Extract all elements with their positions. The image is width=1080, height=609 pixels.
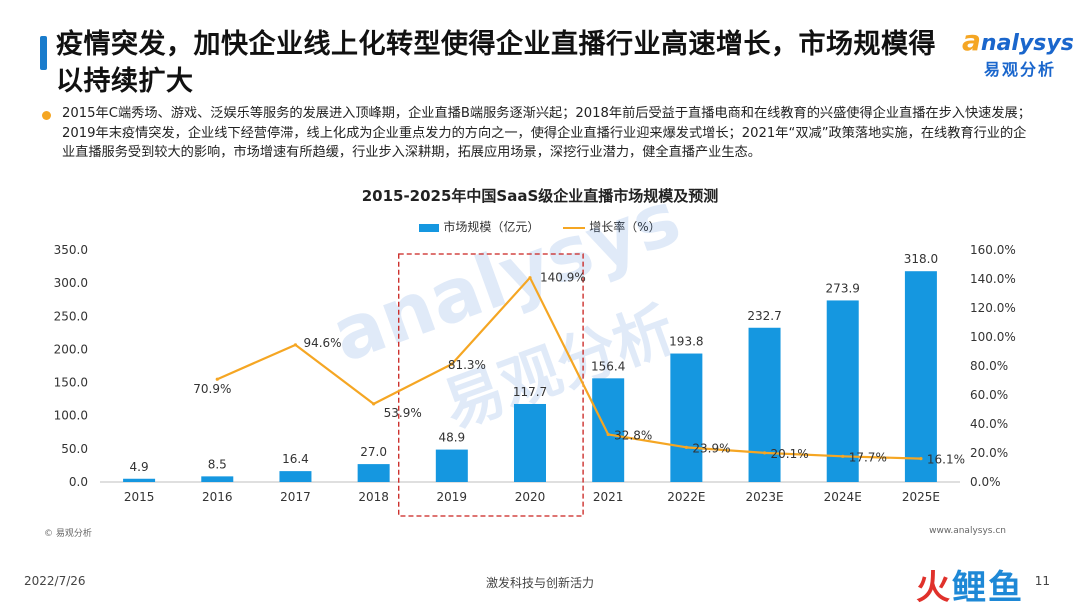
bar-market-size	[904, 271, 937, 482]
y-left-tick-label: 300.0	[54, 276, 88, 290]
y-left-tick-label: 50.0	[61, 442, 88, 456]
bar-value-label: 16.4	[282, 452, 309, 466]
analysys-logo: analysys 易观分析	[962, 24, 1074, 84]
growth-rate-point	[841, 454, 845, 458]
bar-market-size	[670, 353, 703, 482]
x-tick-label: 2017	[280, 490, 311, 504]
y-right-tick-label: 140.0%	[970, 272, 1016, 286]
growth-rate-point	[215, 377, 219, 381]
growth-rate-line	[216, 276, 921, 460]
logo-letter-a: a	[962, 24, 981, 57]
bar-value-label: 318.0	[904, 252, 938, 266]
legend-label-market-size: 市场规模（亿元）	[443, 220, 540, 234]
bar-value-label: 193.8	[669, 335, 703, 349]
logo-english: analysys	[962, 24, 1074, 57]
growth-rate-label: 94.6%	[303, 336, 341, 350]
growth-rate-label: 23.9%	[692, 441, 730, 455]
bar-market-size	[279, 471, 312, 482]
bullet-dot-icon	[42, 111, 51, 120]
y-right-tick-label: 40.0%	[970, 417, 1008, 431]
legend-item-market-size: 市场规模（亿元）	[419, 218, 539, 235]
growth-rate-point	[919, 457, 923, 461]
y-left-tick-label: 100.0	[54, 409, 88, 423]
growth-rate-label: 16.1%	[927, 453, 965, 467]
bar-value-label: 232.7	[747, 309, 781, 323]
brand-char-3: 鱼	[988, 568, 1024, 608]
legend-line-swatch	[563, 226, 586, 229]
x-tick-label: 2024E	[824, 490, 862, 504]
x-tick-label: 2021	[593, 490, 624, 504]
growth-rate-label: 17.7%	[849, 450, 887, 464]
x-tick-label: 2022E	[667, 490, 705, 504]
bar-market-size	[826, 300, 859, 482]
growth-rate-label: 20.1%	[771, 447, 809, 461]
growth-rate-point	[528, 276, 532, 280]
growth-rate-label: 140.9%	[540, 271, 586, 285]
y-left-tick-label: 250.0	[54, 309, 88, 323]
brand-char-1: 火	[916, 568, 952, 608]
bar-market-size	[748, 327, 781, 482]
bar-market-size	[435, 449, 468, 482]
bar-value-label: 48.9	[438, 431, 465, 445]
bar-market-size	[123, 478, 156, 482]
x-tick-label: 2018	[358, 490, 389, 504]
legend-bar-swatch	[419, 223, 440, 232]
brand-char-2: 鲤	[952, 568, 988, 608]
growth-rate-point	[293, 343, 298, 347]
growth-rate-label: 81.3%	[448, 358, 486, 372]
page-number: 11	[1034, 574, 1050, 588]
footer-url: www.analysys.cn	[929, 526, 1006, 536]
y-right-tick-label: 100.0%	[970, 330, 1016, 344]
y-left-tick-label: 350.0	[54, 243, 88, 257]
brand-watermark: 火鲤鱼	[916, 560, 1024, 609]
growth-rate-point	[762, 451, 767, 455]
bar-market-size	[357, 464, 390, 482]
growth-rate-point	[450, 362, 454, 366]
logo-chinese: 易观分析	[984, 60, 1057, 79]
y-right-tick-label: 120.0%	[970, 301, 1016, 315]
growth-rate-point	[372, 402, 376, 406]
growth-rate-point	[606, 432, 610, 437]
x-tick-label: 2019	[437, 490, 468, 504]
growth-rate-point	[684, 445, 688, 449]
y-left-tick-label: 150.0	[54, 376, 88, 390]
x-tick-label: 2015	[124, 490, 155, 504]
bar-value-label: 273.9	[826, 281, 860, 295]
chart-title: 2015-2025年中国SaaS级企业直播市场规模及预测	[361, 187, 719, 205]
y-right-tick-label: 80.0%	[970, 359, 1008, 373]
bar-value-label: 8.5	[208, 457, 227, 471]
bar-market-size	[592, 378, 625, 482]
y-right-tick-label: 20.0%	[970, 446, 1008, 460]
y-left-tick-label: 0.0	[69, 475, 88, 489]
bar-value-label: 156.4	[591, 359, 625, 373]
chart-legend: 市场规模（亿元） 增长率（%）	[0, 218, 1080, 235]
y-right-tick-label: 0.0%	[970, 475, 1001, 489]
bullet-text: 2015年C端秀场、游戏、泛娱乐等服务的发展进入顶峰期，企业直播B端服务逐渐兴起…	[62, 106, 1031, 160]
footer-source: © 易观分析	[44, 529, 92, 539]
x-tick-label: 2020	[515, 490, 546, 504]
bar-market-size	[201, 476, 234, 482]
x-tick-label: 2023E	[745, 490, 783, 504]
logo-letters: nalysys	[980, 31, 1074, 56]
growth-rate-label: 32.8%	[614, 428, 652, 442]
y-right-tick-label: 160.0%	[970, 243, 1016, 257]
bar-value-label: 4.9	[130, 460, 149, 474]
legend-item-growth-rate: 增长率（%）	[563, 218, 661, 235]
legend-label-growth-rate: 增长率（%）	[589, 220, 661, 234]
title-accent-bar	[40, 36, 47, 70]
footer-date: 2022/7/26	[24, 574, 86, 588]
x-tick-label: 2025E	[902, 490, 940, 504]
growth-rate-label: 70.9%	[193, 382, 231, 396]
footer-slogan: 激发科技与创新活力	[485, 576, 594, 590]
x-tick-label: 2016	[202, 490, 233, 504]
bar-value-label: 27.0	[360, 445, 387, 459]
page-title: 疫情突发，加快企业线上化转型使得企业直播行业高速增长，市场规模得以持续扩大	[56, 29, 936, 97]
bar-market-size	[514, 403, 546, 482]
growth-rate-label: 53.9%	[384, 406, 422, 420]
y-right-tick-label: 60.0%	[970, 388, 1008, 402]
y-left-tick-label: 200.0	[54, 342, 88, 356]
bar-value-label: 117.7	[513, 385, 547, 399]
